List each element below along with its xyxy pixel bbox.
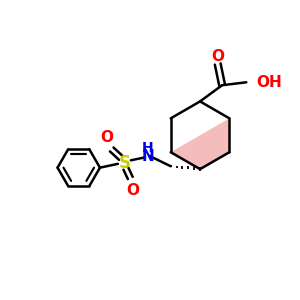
Text: O: O <box>211 49 224 64</box>
Text: S: S <box>118 154 130 172</box>
Text: O: O <box>100 130 113 145</box>
Text: OH: OH <box>256 75 282 90</box>
Polygon shape <box>171 118 230 169</box>
Text: H: H <box>142 141 154 154</box>
Text: N: N <box>142 149 154 164</box>
Text: O: O <box>127 183 140 198</box>
